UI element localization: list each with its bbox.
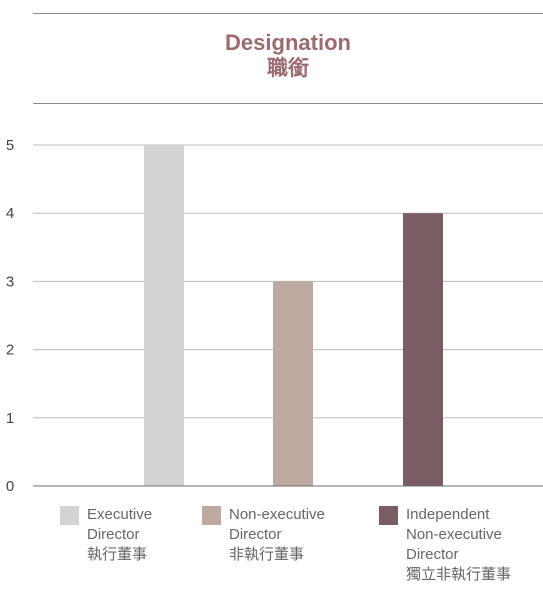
legend-label: Executive Director 執行董事 — [87, 506, 153, 563]
legend-swatch — [202, 506, 221, 525]
chart-title: Designation — [225, 30, 351, 55]
bottom-rule — [33, 103, 543, 104]
legend-swatch — [379, 506, 398, 525]
bar — [144, 145, 184, 486]
chart-subtitle: 職銜 — [267, 57, 309, 80]
y-tick-label: 5 — [6, 137, 14, 154]
top-rule — [33, 13, 543, 14]
bar — [273, 281, 313, 486]
y-tick-label: 1 — [6, 410, 14, 427]
y-tick-label: 4 — [6, 205, 14, 222]
bar — [403, 213, 443, 486]
legend-swatch — [60, 506, 79, 525]
y-tick-label: 2 — [6, 342, 14, 359]
legend-label: Non-executive Director 非執行董事 — [229, 506, 325, 563]
bar-chart: 0 1 2 3 4 5 — [6, 137, 543, 495]
chart-header: Designation 職銜 — [33, 30, 543, 82]
y-tick-label: 0 — [6, 478, 14, 495]
legend-label: Independent Non-executive Director 獨立非執行… — [406, 506, 512, 583]
y-tick-label: 3 — [6, 273, 14, 290]
